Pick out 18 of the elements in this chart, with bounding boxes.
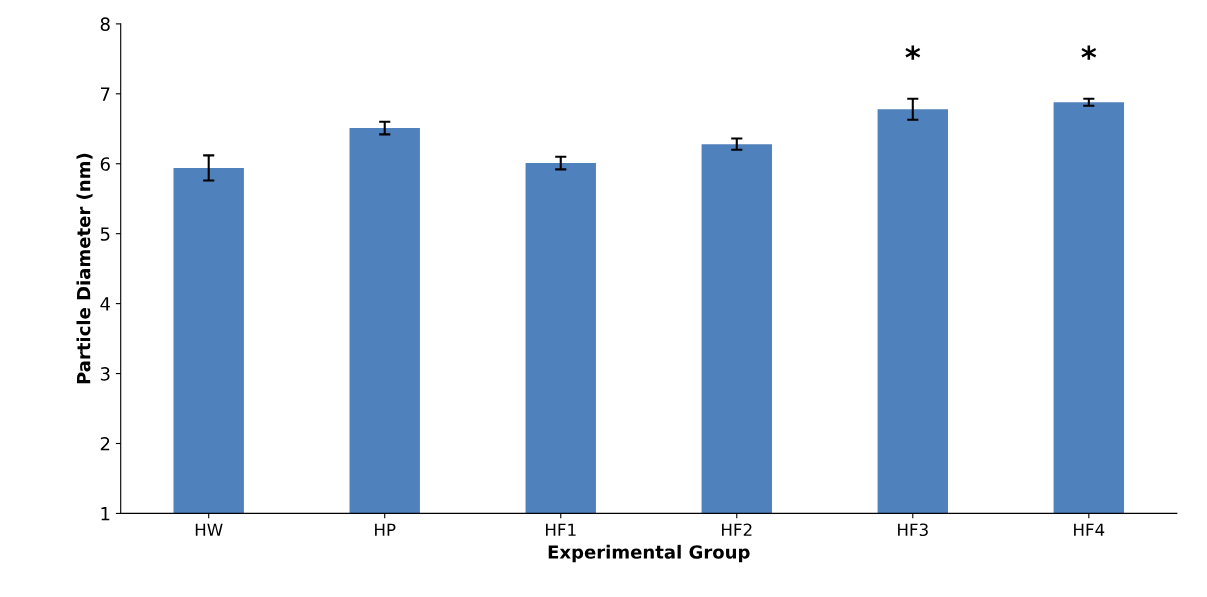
y-tick-label: 1: [101, 507, 110, 521]
y-axis-title: Particle Diameter (nm): [76, 153, 93, 384]
x-tick-label: HP: [375, 523, 396, 536]
y-tick-label: 5: [100, 227, 110, 241]
y-tick-label: 2: [100, 436, 110, 451]
y-tick-label: 6: [100, 157, 110, 171]
y-tick-label: 3: [100, 367, 110, 381]
x-tick-label: HW: [195, 523, 223, 536]
y-tick-label: 8: [100, 17, 110, 31]
x-tick-label: HF2: [722, 523, 752, 536]
x-tick-label: HF3: [898, 523, 928, 537]
y-tick-label: 7: [100, 87, 110, 101]
annotation: *: [905, 45, 921, 60]
x-tick-label: HF1: [546, 523, 576, 536]
x-axis-title: Experimental Group: [548, 544, 750, 563]
y-tick-label: 4: [100, 297, 110, 311]
annotation: *: [1081, 45, 1097, 60]
x-tick-label: HF4: [1074, 523, 1105, 536]
